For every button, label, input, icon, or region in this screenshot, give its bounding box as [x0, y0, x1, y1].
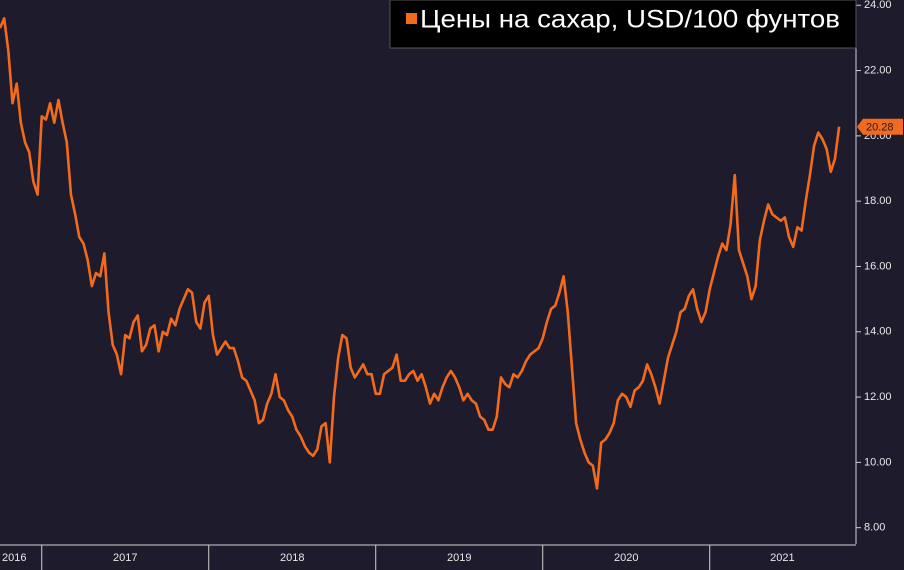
y-tick-label: 16.00	[864, 260, 892, 272]
last-value-label: 20.28	[866, 122, 894, 134]
x-tick-label: 2020	[614, 552, 638, 564]
legend-box	[389, 0, 857, 49]
last-value-tag	[857, 118, 903, 135]
y-tick-label: 18.00	[864, 195, 892, 207]
y-tick-label: 8.00	[864, 522, 885, 534]
legend-swatch	[406, 13, 417, 24]
legend-label: Цены на сахар, USD/100 фунтов	[420, 6, 840, 34]
y-tick-label: 10.00	[864, 456, 892, 468]
y-tick-label: 12.00	[864, 391, 892, 403]
x-tick-label: 2016	[2, 552, 26, 564]
x-tick-label: 2021	[770, 552, 794, 564]
y-tick-label: 24.00	[864, 0, 892, 11]
price-line	[0, 17, 841, 490]
y-tick-label: 22.00	[864, 64, 892, 76]
x-tick-label: 2019	[447, 552, 471, 564]
x-tick-label: 2018	[280, 552, 304, 564]
y-tick-label: 14.00	[864, 326, 892, 338]
legend: Цены на сахар, USD/100 фунтов	[389, 0, 857, 49]
x-tick-label: 2017	[113, 552, 137, 564]
